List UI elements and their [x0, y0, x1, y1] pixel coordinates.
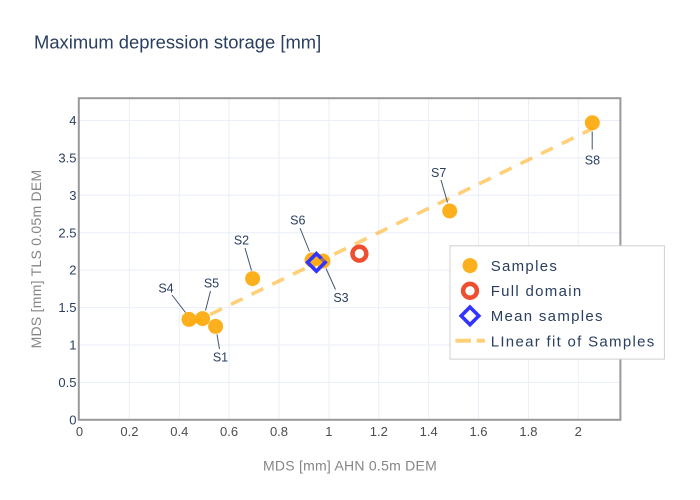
svg-text:0.2: 0.2 — [120, 424, 138, 439]
svg-text:S6: S6 — [290, 214, 305, 228]
svg-text:0.4: 0.4 — [170, 424, 188, 439]
svg-text:0: 0 — [69, 412, 76, 427]
svg-text:0.6: 0.6 — [220, 424, 238, 439]
svg-text:3.5: 3.5 — [58, 151, 76, 166]
svg-text:S1: S1 — [213, 351, 228, 365]
svg-text:2.5: 2.5 — [58, 225, 76, 240]
svg-text:2: 2 — [575, 424, 582, 439]
svg-text:MDS [mm] TLS 0.05m DEM: MDS [mm] TLS 0.05m DEM — [28, 170, 44, 349]
svg-text:1.4: 1.4 — [420, 424, 438, 439]
svg-text:4: 4 — [69, 113, 76, 128]
svg-text:LInear fit of Samples: LInear fit of Samples — [491, 333, 656, 350]
svg-text:MDS [mm] AHN 0.5m DEM: MDS [mm] AHN 0.5m DEM — [263, 458, 437, 474]
svg-text:3: 3 — [69, 188, 76, 203]
svg-text:Full domain: Full domain — [491, 283, 583, 300]
svg-text:1.8: 1.8 — [519, 424, 537, 439]
svg-text:S4: S4 — [158, 282, 173, 296]
svg-text:1: 1 — [325, 424, 332, 439]
svg-text:1.6: 1.6 — [469, 424, 487, 439]
svg-text:Maximum depression storage [mm: Maximum depression storage [mm] — [34, 32, 321, 53]
svg-text:S8: S8 — [585, 153, 600, 167]
svg-text:S5: S5 — [204, 277, 219, 291]
svg-text:S7: S7 — [431, 166, 446, 180]
svg-text:1: 1 — [69, 338, 76, 353]
svg-text:S2: S2 — [234, 234, 249, 248]
svg-text:Samples: Samples — [491, 258, 558, 275]
svg-text:0: 0 — [76, 424, 83, 439]
svg-text:1.2: 1.2 — [370, 424, 388, 439]
svg-text:Mean samples: Mean samples — [491, 308, 604, 325]
svg-text:2: 2 — [69, 263, 76, 278]
svg-text:1.5: 1.5 — [58, 300, 76, 315]
svg-text:0.8: 0.8 — [270, 424, 288, 439]
svg-text:0.5: 0.5 — [58, 375, 76, 390]
svg-text:S3: S3 — [333, 291, 348, 305]
